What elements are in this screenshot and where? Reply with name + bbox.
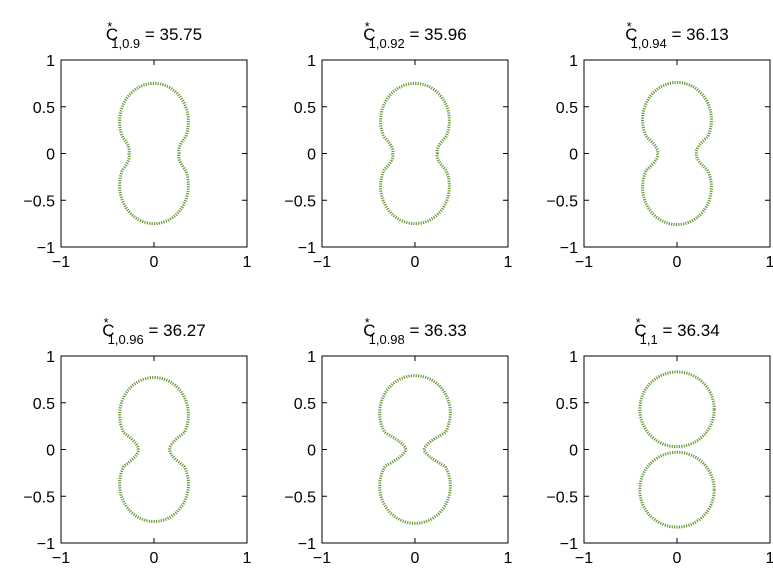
x-tick-label: 0	[673, 254, 682, 271]
y-tick-label: −0.5	[284, 489, 316, 506]
chart-panel-6: −1 0 1 −1 −0.5 0 0.5 1 C* 1,1 = 36.34	[546, 315, 773, 567]
y-tick-label: −1	[298, 536, 316, 553]
chart-panel-5: −1 0 1 −1 −0.5 0 0.5 1 C* 1,0.98 = 36.33	[284, 315, 512, 567]
y-tick-label: −0.5	[23, 193, 55, 210]
panel-title: C* 1,0.98 = 36.33	[363, 315, 466, 347]
title-sup: *	[636, 315, 641, 330]
x-tick-label: −1	[52, 550, 70, 567]
title-sup: *	[365, 315, 370, 330]
y-tick-label: 0.5	[556, 396, 578, 413]
panel-title: C* 1,0.94 = 36.13	[625, 19, 728, 51]
y-tick-label: 0.5	[33, 100, 55, 117]
x-tick-label: 1	[766, 254, 773, 271]
chart-panel-2: −1 0 1 −1 −0.5 0 0.5 1 C* 1,0.92 = 35.96	[284, 19, 512, 271]
title-sup: *	[107, 19, 112, 34]
x-tick-label: 1	[243, 550, 252, 567]
x-tick-label: −1	[575, 254, 593, 271]
title-value: = 35.75	[140, 25, 202, 44]
y-tick-label: 1	[46, 53, 55, 70]
title-sup: *	[365, 19, 370, 34]
y-tick-label: −1	[560, 536, 578, 553]
x-tick-label: 0	[411, 550, 420, 567]
chart-panel-1: −1 0 1 −1 −0.5 0 0.5 1 C* 1,0.9 = 35.75	[23, 19, 251, 271]
title-base: C	[625, 25, 637, 44]
x-tick-label: 0	[411, 254, 420, 271]
title-value: = 35.96	[405, 25, 467, 44]
x-tick-label: 0	[150, 550, 159, 567]
x-tick-label: 0	[150, 254, 159, 271]
curve-series-1	[118, 81, 190, 226]
curve-series-1	[118, 375, 190, 524]
y-tick-label: 1	[46, 349, 55, 366]
y-tick-label: −1	[298, 240, 316, 257]
y-tick-label: −1	[37, 536, 55, 553]
y-tick-label: 0	[46, 147, 55, 164]
y-tick-label: 0	[307, 443, 316, 460]
title-sub: 1,0.9	[111, 36, 140, 51]
x-tick-label: −1	[313, 550, 331, 567]
title-sub: 1,0.92	[369, 36, 405, 51]
title-sub: 1,0.96	[108, 332, 144, 347]
y-tick-label: 1	[307, 53, 316, 70]
y-tick-label: 1	[307, 349, 316, 366]
y-tick-label: 0.5	[294, 396, 316, 413]
y-tick-label: −0.5	[284, 193, 316, 210]
y-tick-label: 0	[569, 147, 578, 164]
y-tick-label: 0	[46, 443, 55, 460]
title-base: C	[363, 25, 375, 44]
panel-title: C* 1,1 = 36.34	[634, 315, 719, 347]
title-base: C	[106, 25, 118, 44]
x-tick-label: 1	[504, 550, 513, 567]
y-tick-label: 0.5	[556, 100, 578, 117]
title-sup: *	[104, 315, 109, 330]
x-tick-label: 1	[766, 550, 773, 567]
chart-panel-3: −1 0 1 −1 −0.5 0 0.5 1 C* 1,0.94 = 36.13	[546, 19, 773, 271]
x-tick-label: −1	[52, 254, 70, 271]
y-tick-label: −0.5	[546, 489, 578, 506]
x-tick-label: −1	[313, 254, 331, 271]
axes-frame	[321, 59, 509, 248]
curve-series-1	[638, 370, 716, 449]
y-tick-label: 1	[569, 53, 578, 70]
axes-frame	[583, 59, 771, 248]
panel-title: C* 1,0.9 = 35.75	[106, 19, 202, 51]
axes-frame	[60, 59, 248, 248]
axes-frame	[60, 355, 248, 544]
title-sub: 1,0.98	[369, 332, 405, 347]
title-value: = 36.27	[144, 321, 206, 340]
panel-title: C* 1,0.92 = 35.96	[363, 19, 466, 51]
y-tick-label: −0.5	[23, 489, 55, 506]
title-value: = 36.33	[405, 321, 467, 340]
title-sub: 1,0.94	[631, 36, 667, 51]
x-tick-label: −1	[575, 550, 593, 567]
title-base: C	[634, 321, 646, 340]
axes-frame	[321, 355, 509, 544]
y-tick-label: 1	[569, 349, 578, 366]
axes-frame	[583, 355, 771, 544]
chart-panel-4: −1 0 1 −1 −0.5 0 0.5 1 C* 1,0.96 = 36.27	[23, 315, 251, 567]
title-value: = 36.13	[667, 25, 729, 44]
x-tick-label: 1	[243, 254, 252, 271]
curve-series-2	[638, 450, 716, 529]
x-tick-label: 0	[673, 550, 682, 567]
y-tick-label: −1	[560, 240, 578, 257]
x-tick-label: 1	[504, 254, 513, 271]
panel-title: C* 1,0.96 = 36.27	[102, 315, 205, 347]
title-base: C	[363, 321, 375, 340]
y-tick-label: 0	[569, 443, 578, 460]
y-tick-label: −0.5	[546, 193, 578, 210]
y-tick-label: −1	[37, 240, 55, 257]
title-base: C	[102, 321, 114, 340]
y-tick-label: 0	[307, 147, 316, 164]
curve-series-1	[378, 374, 452, 525]
curve-series-1	[379, 81, 451, 226]
title-value: = 36.34	[658, 321, 720, 340]
curve-series-1	[641, 80, 713, 227]
y-tick-label: 0.5	[33, 396, 55, 413]
title-sup: *	[627, 19, 632, 34]
y-tick-label: 0.5	[294, 100, 316, 117]
title-sub: 1,1	[640, 332, 658, 347]
